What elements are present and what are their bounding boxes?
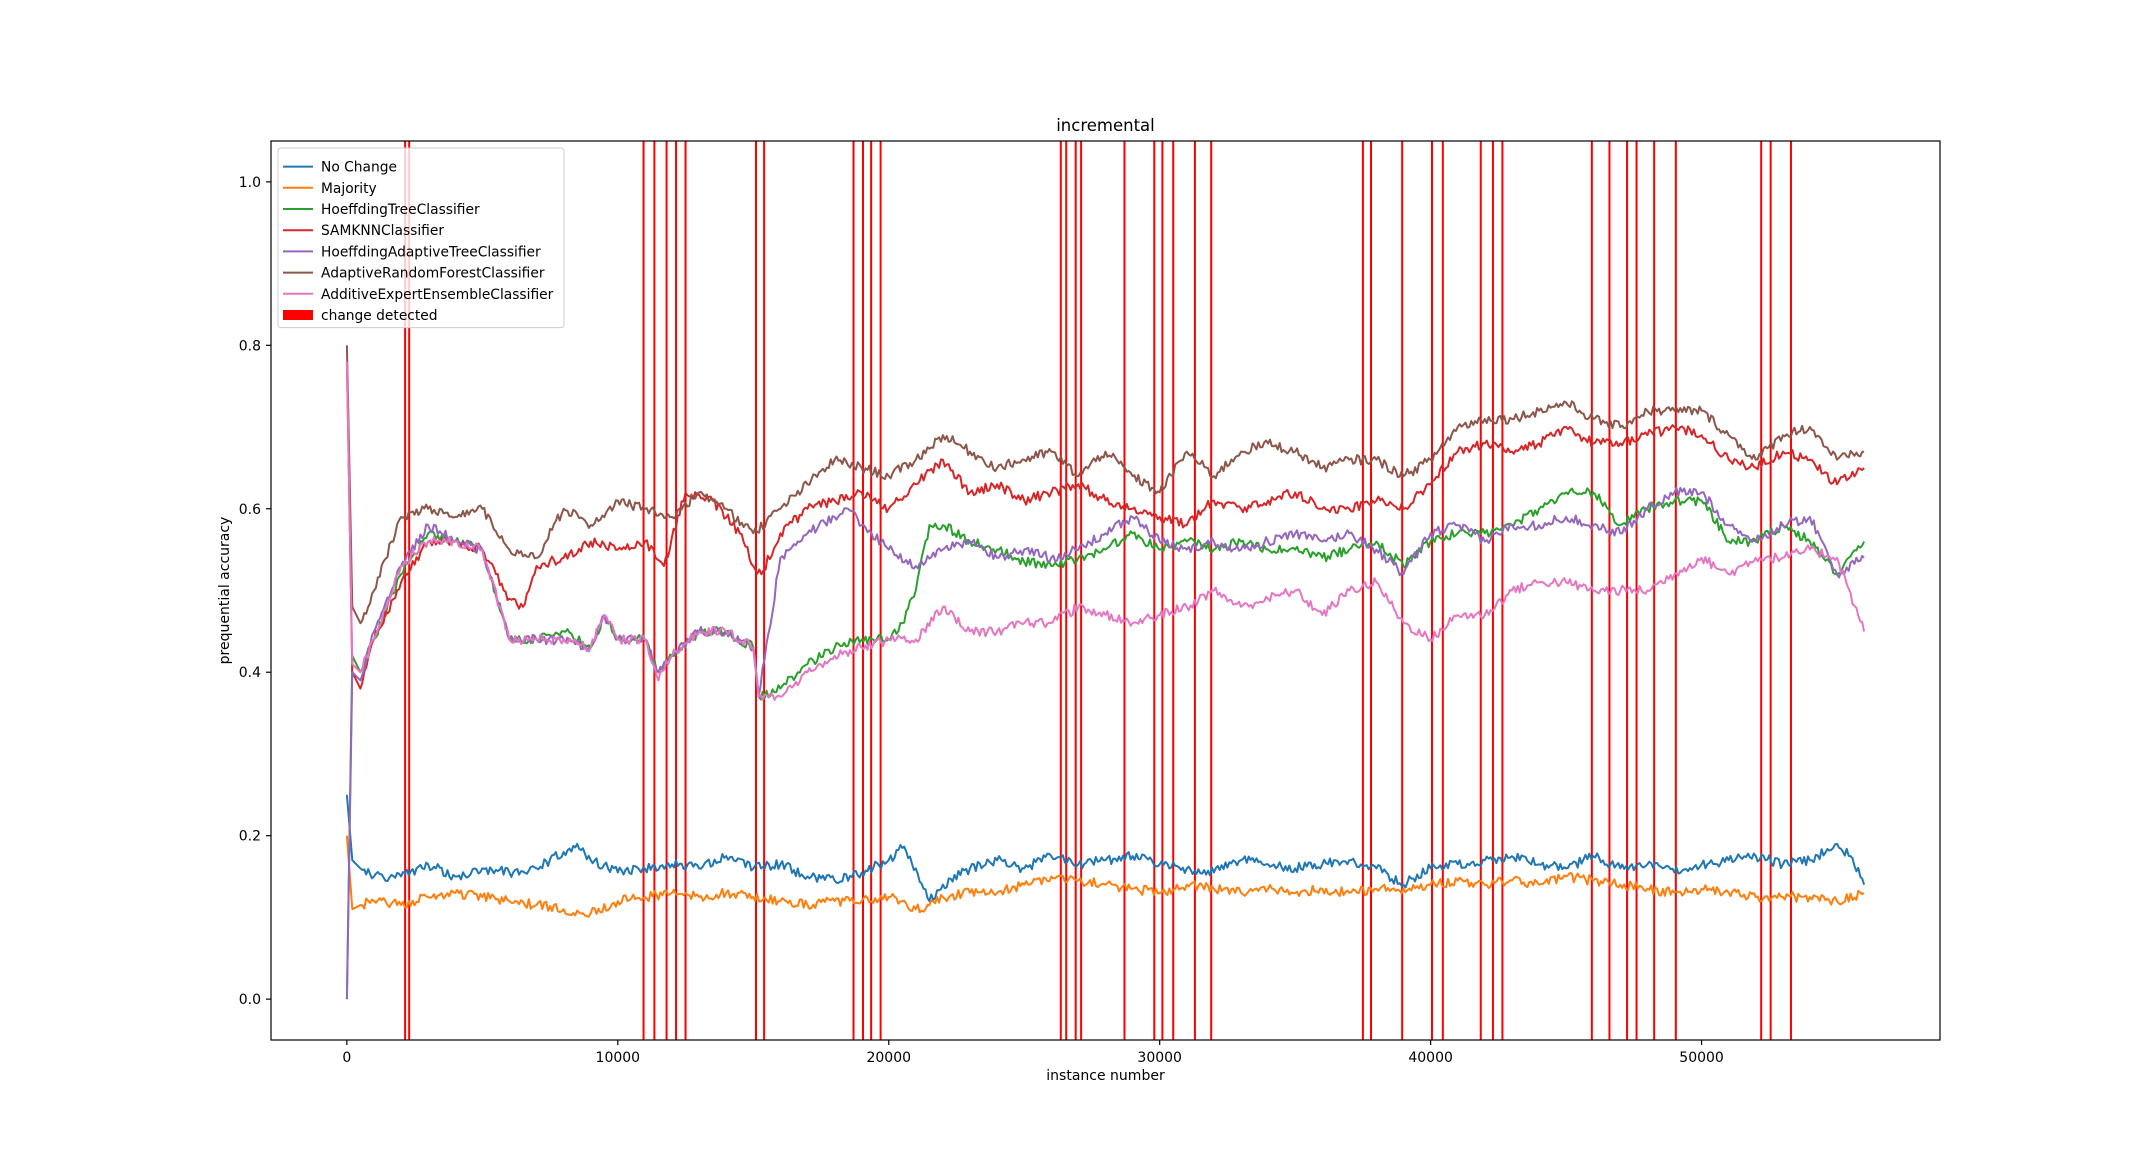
x-tick-label-3: 30000	[1137, 1050, 1182, 1066]
chart-title: incremental	[1056, 116, 1155, 135]
y-axis: 0.0 0.2 0.4 0.6 0.8 1.0	[239, 175, 271, 1008]
x-axis: 0 10000 20000 30000 40000 50000	[342, 1040, 1724, 1066]
legend: No Change Majority HoeffdingTreeClassifier…	[277, 147, 565, 329]
series-line-3	[345, 361, 1865, 690]
x-tick-label-4: 40000	[1408, 1050, 1453, 1066]
legend-label-6: AdditiveExpertEnsembleClassifier	[321, 287, 554, 303]
legend-label-2: HoeffdingTreeClassifier	[321, 202, 480, 218]
series-line-6	[345, 361, 1866, 701]
series-line-1	[345, 835, 1865, 918]
series-line-0	[345, 794, 1866, 903]
series-lines	[345, 345, 1866, 1000]
x-axis-label: instance number	[1046, 1068, 1165, 1084]
legend-label-1: Majority	[321, 181, 377, 197]
legend-label-7: change detected	[321, 308, 438, 324]
x-tick-label-0: 0	[342, 1050, 351, 1066]
x-tick-label-2: 20000	[866, 1050, 911, 1066]
y-tick-label-4: 0.8	[239, 338, 261, 354]
legend-label-0: No Change	[321, 160, 397, 176]
y-tick-label-2: 0.4	[239, 665, 261, 681]
legend-label-5: AdaptiveRandomForestClassifier	[321, 266, 545, 282]
y-axis-label: prequential accuracy	[217, 517, 233, 665]
y-tick-label-5: 1.0	[239, 175, 261, 191]
legend-swatch-7	[283, 310, 313, 320]
x-tick-label-5: 50000	[1679, 1050, 1724, 1066]
plot-frame	[270, 140, 1941, 1041]
x-tick-label-1: 10000	[596, 1050, 641, 1066]
legend-box	[277, 147, 565, 329]
series-line-5	[345, 345, 1865, 625]
y-tick-label-0: 0.0	[239, 992, 261, 1008]
legend-label-4: HoeffdingAdaptiveTreeClassifier	[321, 244, 541, 260]
legend-label-3: SAMKNNClassifier	[321, 223, 444, 239]
y-tick-label-3: 0.6	[239, 502, 261, 518]
y-tick-label-1: 0.2	[239, 829, 261, 845]
series-line-4	[345, 486, 1865, 1000]
